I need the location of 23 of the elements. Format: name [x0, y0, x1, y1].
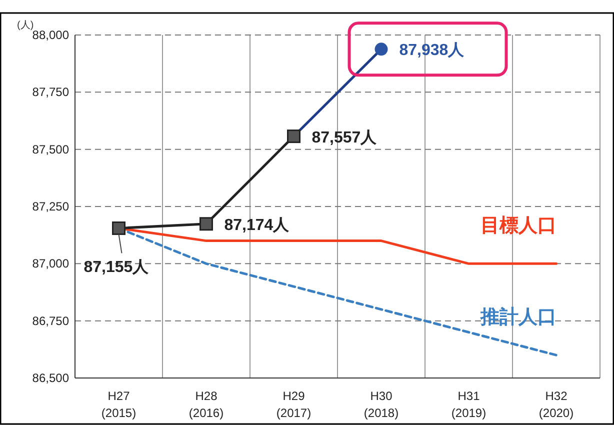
y-axis-title: (人) — [17, 20, 34, 31]
y-tick-label: 87,000 — [32, 256, 70, 271]
y-tick-label: 88,000 — [32, 28, 70, 42]
x-tick-label: H27 (2015) — [101, 389, 136, 420]
y-tick-label: 86,500 — [32, 371, 70, 385]
x-tick-label: H31 (2019) — [451, 389, 486, 420]
y-tick-label: 86,750 — [32, 314, 70, 328]
point — [287, 130, 300, 144]
data-label: 87,557人 — [312, 128, 378, 146]
x-tick-label: H30 (2018) — [364, 389, 399, 420]
y-tick-label: 87,750 — [32, 85, 70, 100]
x-tick-label: H29 (2017) — [276, 389, 312, 420]
y-tick-label: 87,250 — [32, 200, 70, 214]
point — [200, 217, 213, 231]
point — [112, 221, 126, 235]
data-label: 87,174人 — [224, 216, 290, 234]
x-tick-label: H28 (2016) — [188, 389, 224, 420]
point — [374, 42, 388, 56]
y-tick-label: 87,500 — [32, 142, 70, 156]
data-label: 87,155人 — [84, 258, 150, 276]
series-label: 目標人口 — [480, 216, 556, 237]
x-tick-label: H32 (2020) — [538, 389, 574, 420]
data-label: 87,938人 — [399, 41, 466, 60]
